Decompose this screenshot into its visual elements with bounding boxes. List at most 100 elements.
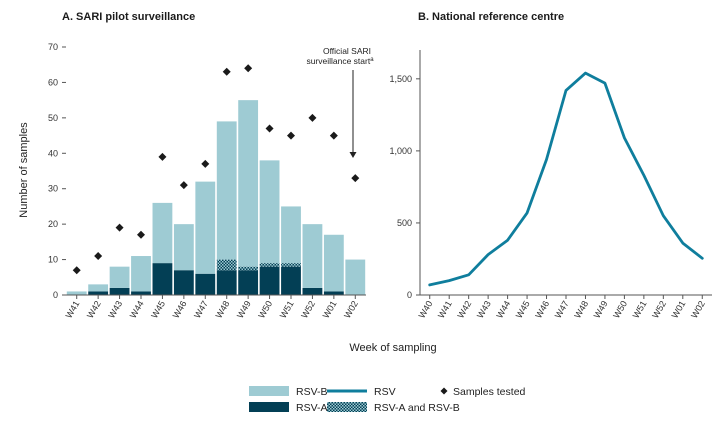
x-tick-label: W52: [299, 299, 317, 320]
x-tick-label: W46: [171, 299, 189, 320]
bar-rsv-b: [131, 256, 151, 292]
panel-a: A. SARI pilot surveillance Number of sam…: [18, 11, 374, 320]
x-tick-label: W43: [106, 299, 124, 320]
y-tick-label: 0: [53, 290, 58, 300]
panel-a-bars: [66, 100, 366, 295]
y-tick-label: 500: [397, 218, 412, 228]
annotation-line-1: Official SARI: [323, 46, 371, 56]
samples-tested-marker: [351, 174, 360, 183]
x-tick-label: W41: [64, 299, 82, 320]
bar-rsv-ab: [238, 266, 259, 271]
x-tick-label: W45: [514, 299, 532, 320]
x-tick-label: W40: [417, 299, 435, 320]
x-tick-label: W02: [342, 299, 360, 320]
bar-rsv-b: [195, 181, 216, 274]
samples-tested-marker: [137, 230, 145, 239]
bar-rsv-a: [88, 291, 109, 295]
annotation-arrow-head: [349, 152, 357, 158]
y-tick-label: 70: [48, 42, 58, 52]
legend-rsv-b-swatch: [249, 386, 289, 396]
samples-tested-marker: [308, 113, 317, 122]
y-tick-label: 1,500: [389, 74, 412, 84]
x-tick-label: W51: [278, 299, 296, 320]
bar-rsv-b: [109, 266, 130, 288]
y-tick-label: 40: [48, 148, 58, 158]
x-tick-label: W44: [494, 299, 512, 320]
bar-rsv-a: [216, 270, 237, 295]
bar-rsv-a: [238, 270, 259, 295]
samples-tested-marker: [244, 64, 253, 73]
samples-tested-marker: [265, 124, 274, 133]
legend-rsv-label: RSV: [374, 386, 396, 398]
samples-tested-marker: [158, 152, 167, 161]
panel-a-y-axis: 0 10 20 30 40 50 60 70: [48, 42, 66, 300]
x-tick-label: W51: [631, 299, 649, 320]
samples-tested-marker: [115, 223, 124, 232]
rsv-line: [428, 71, 704, 287]
x-tick-label: W01: [321, 299, 339, 320]
samples-tested-marker: [222, 67, 231, 76]
x-tick-label: W50: [611, 299, 629, 320]
y-tick-label: 0: [407, 290, 412, 300]
annotation-line-2: surveillance starta: [306, 56, 374, 66]
bar-rsv-a: [195, 273, 216, 295]
x-tick-label: W01: [670, 299, 688, 320]
panel-a-x-axis: W41 W42 W43 W44 W45 W46 W47 W48 W49 W50 W51 W52 W01 W…: [64, 295, 360, 320]
panel-b: B. National reference centre 0 500 1,000 1,…: [389, 11, 712, 320]
bar-rsv-b: [259, 160, 280, 264]
x-tick-label: W45: [149, 299, 167, 320]
x-tick-label: W47: [553, 299, 571, 320]
samples-tested-marker: [94, 252, 103, 261]
samples-tested-marker: [329, 131, 338, 140]
x-tick-label: W48: [572, 299, 590, 320]
legend-rsv-ab-swatch: [327, 402, 367, 412]
x-axis-title: Week of sampling: [349, 342, 436, 354]
legend-samples-label: Samples tested: [453, 386, 526, 398]
bar-rsv-a: [109, 287, 130, 295]
x-tick-label: W41: [436, 299, 454, 320]
samples-tested-marker: [287, 131, 295, 140]
bar-rsv-a: [152, 263, 173, 295]
y-tick-label: 10: [48, 255, 58, 265]
x-tick-label: W44: [128, 299, 146, 320]
bar-rsv-b: [323, 234, 344, 292]
bar-rsv-a: [323, 291, 344, 295]
x-tick-label: W43: [475, 299, 493, 320]
x-tick-label: W46: [533, 299, 551, 320]
panel-a-ylabel: Number of samples: [18, 122, 30, 218]
bar-rsv-b: [238, 100, 259, 267]
legend-samples-marker: [440, 387, 448, 395]
panel-b-series: [428, 71, 704, 287]
panel-b-y-axis: 0 500 1,000 1,500: [389, 74, 420, 300]
bar-rsv-a: [173, 270, 194, 295]
legend-rsv-ab-label: RSV-A and RSV-B: [374, 402, 460, 414]
x-tick-label: W47: [192, 299, 210, 320]
panel-b-x-axis: W40 W41 W42 W43 W44 W45 W46 W47 W48 W49 W50 W51 W52 W…: [417, 295, 707, 320]
bar-rsv-ab: [216, 259, 237, 271]
y-tick-label: 20: [48, 219, 58, 229]
bar-rsv-b: [152, 202, 173, 264]
samples-tested-marker: [179, 181, 188, 190]
bar-rsv-ab: [281, 263, 301, 267]
bar-rsv-b: [216, 121, 237, 260]
panel-a-markers: [72, 64, 360, 275]
bar-rsv-b: [66, 291, 87, 295]
bar-rsv-a: [259, 266, 280, 295]
x-tick-label: W48: [214, 299, 232, 320]
bar-rsv-b: [345, 259, 366, 295]
bar-rsv-a: [302, 287, 323, 295]
bar-rsv-b: [302, 224, 323, 288]
samples-tested-marker: [201, 159, 210, 168]
legend-rsv-a-label: RSV-A: [296, 402, 328, 414]
y-tick-label: 1,000: [389, 146, 412, 156]
panel-b-title: B. National reference centre: [418, 11, 564, 23]
bar-rsv-b: [88, 284, 109, 292]
x-tick-label: W42: [85, 299, 103, 320]
y-tick-label: 60: [48, 77, 58, 87]
x-tick-label: W52: [650, 299, 668, 320]
x-tick-label: W02: [689, 299, 707, 320]
x-tick-label: W49: [592, 299, 610, 320]
bar-rsv-a: [131, 291, 151, 295]
legend-rsv-b-label: RSV-B: [296, 386, 328, 398]
